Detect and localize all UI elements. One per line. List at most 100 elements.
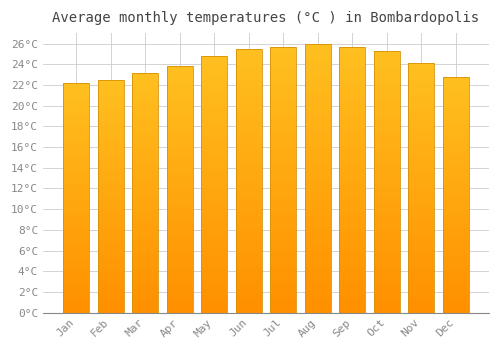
Bar: [236, 125, 262, 128]
Bar: [304, 256, 330, 259]
Bar: [339, 228, 365, 230]
Bar: [201, 305, 227, 308]
Bar: [63, 246, 89, 248]
Bar: [98, 303, 124, 306]
Bar: [270, 84, 296, 86]
Bar: [442, 232, 468, 235]
Bar: [98, 250, 124, 252]
Bar: [304, 124, 330, 127]
Bar: [374, 184, 400, 187]
Bar: [270, 233, 296, 236]
Bar: [236, 67, 262, 70]
Bar: [408, 133, 434, 135]
Bar: [442, 289, 468, 292]
Bar: [339, 219, 365, 222]
Bar: [201, 102, 227, 105]
Bar: [442, 270, 468, 273]
Bar: [304, 224, 330, 226]
Bar: [98, 166, 124, 168]
Bar: [201, 148, 227, 151]
Bar: [63, 124, 89, 127]
Bar: [201, 302, 227, 305]
Bar: [374, 155, 400, 158]
Bar: [408, 243, 434, 245]
Bar: [98, 208, 124, 210]
Bar: [201, 89, 227, 92]
Bar: [98, 122, 124, 124]
Bar: [339, 211, 365, 214]
Bar: [374, 127, 400, 130]
Bar: [304, 135, 330, 138]
Bar: [166, 288, 192, 290]
Bar: [236, 294, 262, 297]
Bar: [63, 92, 89, 94]
Bar: [132, 156, 158, 159]
Bar: [304, 213, 330, 216]
Bar: [408, 245, 434, 248]
Bar: [339, 145, 365, 148]
Bar: [132, 226, 158, 229]
Bar: [442, 256, 468, 258]
Bar: [408, 166, 434, 168]
Bar: [304, 270, 330, 272]
Bar: [201, 172, 227, 174]
Bar: [201, 135, 227, 138]
Bar: [339, 217, 365, 219]
Bar: [304, 189, 330, 191]
Bar: [374, 135, 400, 137]
Bar: [339, 302, 365, 304]
Bar: [270, 230, 296, 233]
Bar: [408, 143, 434, 146]
Bar: [270, 265, 296, 267]
Bar: [132, 222, 158, 224]
Bar: [132, 85, 158, 87]
Bar: [408, 71, 434, 73]
Bar: [270, 124, 296, 126]
Bar: [270, 148, 296, 150]
Bar: [339, 119, 365, 121]
Bar: [63, 234, 89, 237]
Bar: [408, 108, 434, 111]
Bar: [339, 297, 365, 299]
Bar: [339, 126, 365, 129]
Bar: [339, 60, 365, 63]
Bar: [98, 196, 124, 198]
Bar: [270, 126, 296, 129]
Bar: [201, 210, 227, 212]
Bar: [270, 270, 296, 273]
Bar: [339, 47, 365, 313]
Bar: [408, 275, 434, 278]
Bar: [304, 43, 330, 313]
Bar: [236, 247, 262, 249]
Bar: [63, 136, 89, 138]
Bar: [166, 293, 192, 295]
Bar: [63, 292, 89, 294]
Bar: [339, 161, 365, 164]
Bar: [63, 267, 89, 269]
Bar: [132, 231, 158, 233]
Bar: [408, 121, 434, 123]
Bar: [132, 265, 158, 267]
Bar: [132, 137, 158, 140]
Bar: [236, 88, 262, 91]
Bar: [408, 235, 434, 238]
Bar: [304, 259, 330, 261]
Bar: [270, 196, 296, 198]
Bar: [236, 102, 262, 104]
Bar: [270, 217, 296, 219]
Bar: [304, 54, 330, 57]
Bar: [304, 162, 330, 164]
Bar: [408, 148, 434, 150]
Bar: [270, 174, 296, 177]
Bar: [98, 145, 124, 147]
Bar: [98, 266, 124, 268]
Bar: [304, 65, 330, 68]
Bar: [201, 159, 227, 161]
Bar: [63, 147, 89, 149]
Bar: [63, 269, 89, 271]
Bar: [63, 223, 89, 225]
Bar: [132, 178, 158, 181]
Bar: [166, 271, 192, 273]
Bar: [442, 216, 468, 218]
Bar: [408, 248, 434, 250]
